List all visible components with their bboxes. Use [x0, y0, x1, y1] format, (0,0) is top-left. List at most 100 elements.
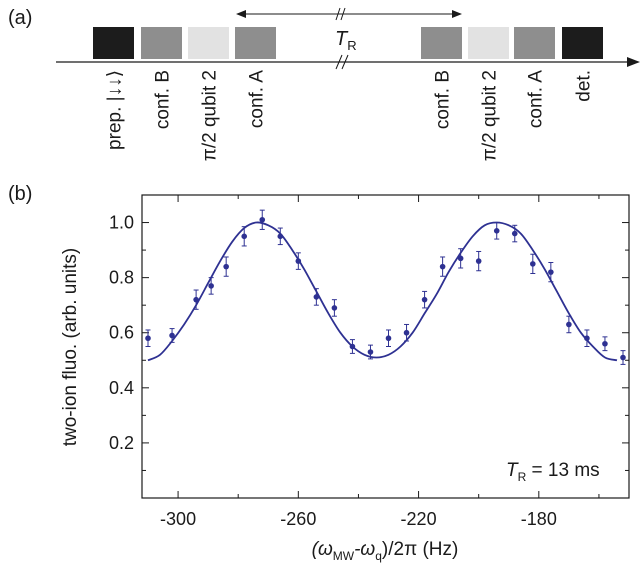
time-axis-arrowhead — [627, 57, 640, 67]
pulse-box-8 — [562, 27, 603, 59]
data-point — [620, 350, 626, 365]
point-marker — [349, 343, 356, 350]
x-tick-label: -180 — [521, 509, 557, 529]
data-point — [566, 315, 572, 334]
point-marker — [421, 296, 428, 303]
pulse-box-5 — [421, 27, 462, 59]
fit-layer — [147, 221, 618, 362]
data-point — [439, 256, 446, 277]
plot-frame — [141, 194, 630, 499]
data-point — [241, 226, 248, 247]
points-layer — [145, 209, 626, 365]
pulse-label-3: π/2 qubit 2 — [200, 70, 221, 161]
point-marker — [475, 258, 482, 264]
pulse-label-6: π/2 qubit 2 — [480, 70, 501, 161]
data-point — [530, 253, 536, 275]
pulse-box-6 — [468, 27, 509, 59]
point-marker — [439, 263, 446, 270]
point-marker — [223, 263, 229, 270]
point-marker — [241, 233, 248, 240]
data-point — [313, 288, 320, 306]
point-marker — [385, 335, 392, 342]
interval-label: TR — [335, 28, 357, 53]
fit-curve — [147, 221, 618, 362]
point-marker — [620, 354, 626, 361]
point-marker — [511, 230, 518, 237]
pulse-label-4: conf. A — [247, 70, 268, 128]
pulse-label-7: conf. A — [526, 70, 547, 128]
interval-break-mark-right — [340, 7, 346, 21]
y-ticks: 0.2 0.4 0.6 0.8 1.0 — [109, 213, 629, 471]
point-marker — [403, 329, 410, 336]
pulse-label-2: conf. B — [153, 70, 174, 129]
x-tick-label: -260 — [280, 509, 316, 529]
data-point — [403, 323, 410, 342]
pulse-box-7 — [514, 27, 555, 59]
data-point — [331, 299, 338, 317]
data-point — [548, 261, 554, 283]
data-point — [208, 277, 214, 295]
point-marker — [259, 216, 266, 223]
interval-arrowhead-right — [452, 10, 462, 18]
data-point — [145, 329, 151, 347]
point-marker — [584, 335, 590, 342]
pulse-labels: prep. |↓↓⟩ conf. B π/2 qubit 2 conf. A conf.… — [105, 70, 595, 162]
data-point — [584, 329, 590, 347]
pulse-label-8: det. — [574, 70, 595, 102]
panel-a-label: (a) — [8, 7, 32, 29]
pulse-box-3 — [188, 27, 229, 59]
y-tick-label: 0.4 — [109, 378, 134, 398]
y-tick-label: 0.8 — [109, 268, 134, 288]
x-tick-label: -300 — [160, 509, 196, 529]
data-point — [277, 227, 284, 246]
pulse-box-1 — [93, 27, 134, 59]
point-marker — [530, 261, 536, 267]
data-point — [511, 224, 518, 243]
interval-arrowhead-left — [236, 10, 246, 18]
point-marker — [145, 335, 151, 342]
point-marker — [457, 255, 464, 262]
y-tick-label: 0.6 — [109, 323, 134, 343]
x-ticks: -300 -260 -220 -180 — [160, 195, 600, 529]
point-marker — [367, 349, 374, 355]
data-point — [259, 209, 266, 230]
axis-break-mark-left — [335, 54, 343, 70]
panel-a: (a) TR prep. |↓↓⟩ conf. B π/2 qubit 2 conf.… — [8, 7, 640, 161]
pulse-label-1: prep. |↓↓⟩ — [105, 70, 126, 150]
point-marker — [313, 294, 320, 300]
data-point — [223, 256, 229, 277]
data-point — [457, 248, 464, 269]
data-point — [193, 289, 199, 310]
pulse-label-5: conf. B — [433, 70, 454, 129]
data-point — [385, 329, 392, 347]
pulse-box-4 — [235, 27, 276, 59]
panel-b-label: (b) — [8, 183, 32, 205]
y-tick-label: 0.2 — [109, 433, 134, 453]
data-point — [295, 252, 302, 270]
interval-break-mark-left — [335, 7, 341, 21]
point-marker — [208, 283, 214, 289]
chart-annotation: TR = 13 ms — [506, 460, 600, 484]
data-point — [349, 339, 356, 354]
axis-break-mark-right — [341, 54, 349, 70]
point-marker — [277, 233, 284, 240]
point-marker — [602, 340, 608, 347]
point-marker — [295, 258, 302, 264]
data-point — [169, 328, 175, 343]
point-marker — [548, 269, 554, 275]
data-point — [367, 344, 374, 360]
point-marker — [193, 296, 199, 303]
x-tick-label: -220 — [401, 509, 437, 529]
data-point — [421, 290, 428, 309]
y-axis-title: two-ion fluo. (arb. units) — [60, 248, 81, 447]
data-point — [602, 336, 608, 352]
point-marker — [331, 305, 338, 311]
data-point — [475, 250, 482, 272]
x-axis-title: (ωMW-ωq)/2π (Hz) — [312, 539, 459, 563]
point-marker — [493, 228, 500, 234]
pulse-box-2 — [141, 27, 182, 59]
point-marker — [566, 321, 572, 328]
data-point — [493, 222, 500, 240]
panel-b: (b) -300 -260 -220 -180 0.2 0.4 0.6 0.8 1.0 two… — [8, 183, 630, 563]
